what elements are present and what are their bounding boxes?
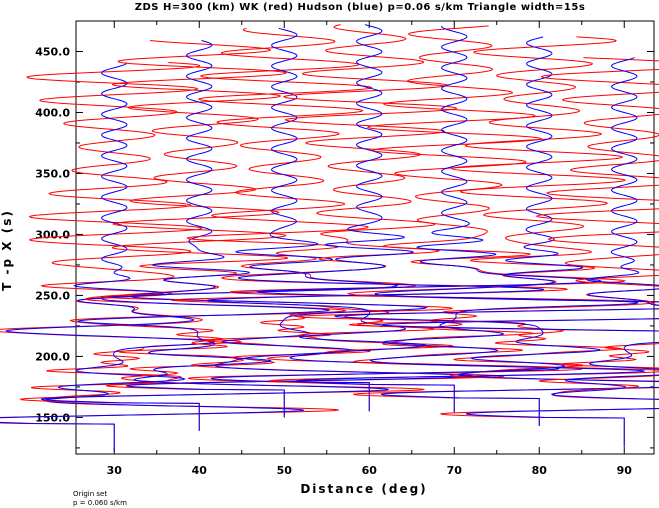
y-tick-label-400: 400.0 xyxy=(35,106,70,119)
x-tick-label-50: 50 xyxy=(277,464,293,477)
y-tick-label-300: 300.0 xyxy=(35,228,70,241)
x-axis-title: Distance (deg) xyxy=(300,482,427,496)
hudson-trace-30 xyxy=(0,62,305,452)
y-tick-label-250: 250.0 xyxy=(35,289,70,302)
y-axis: 150.0 200.0 250.0 300.0 350.0 400.0 450.0 xyxy=(35,20,654,449)
y-tick-label-450: 450.0 xyxy=(35,45,70,58)
footer-origin-note: Origin set xyxy=(73,490,107,498)
hudson-trace-90 xyxy=(381,57,659,447)
x-axis: 30 40 50 60 70 80 90 xyxy=(107,21,633,477)
x-tick-label-60: 60 xyxy=(362,464,378,477)
y-axis-title: T -p X (s) xyxy=(0,209,14,291)
traces xyxy=(0,24,659,452)
hudson-trace-80 xyxy=(334,36,659,426)
chart-title: ZDS H=300 (km) WK (red) Hudson (blue) p=… xyxy=(135,2,586,13)
hudson-trace-60 xyxy=(206,24,560,412)
y-tick-label-200: 200.0 xyxy=(35,350,70,363)
x-tick-label-80: 80 xyxy=(532,464,548,477)
y-tick-label-350: 350.0 xyxy=(35,167,70,180)
footer-slowness-note: p = 0.060 s/km xyxy=(73,499,127,507)
x-tick-label-90: 90 xyxy=(617,464,633,477)
x-tick-label-70: 70 xyxy=(447,464,463,477)
plot-frame xyxy=(75,20,655,455)
hudson-trace-70 xyxy=(256,25,645,413)
x-tick-label-30: 30 xyxy=(107,464,123,477)
x-tick-label-40: 40 xyxy=(192,464,208,477)
y-tick-label-150: 150.0 xyxy=(35,411,70,424)
wk-trace-30 xyxy=(0,61,339,452)
wk-trace-80 xyxy=(298,36,659,426)
wk-trace-90 xyxy=(348,57,659,447)
